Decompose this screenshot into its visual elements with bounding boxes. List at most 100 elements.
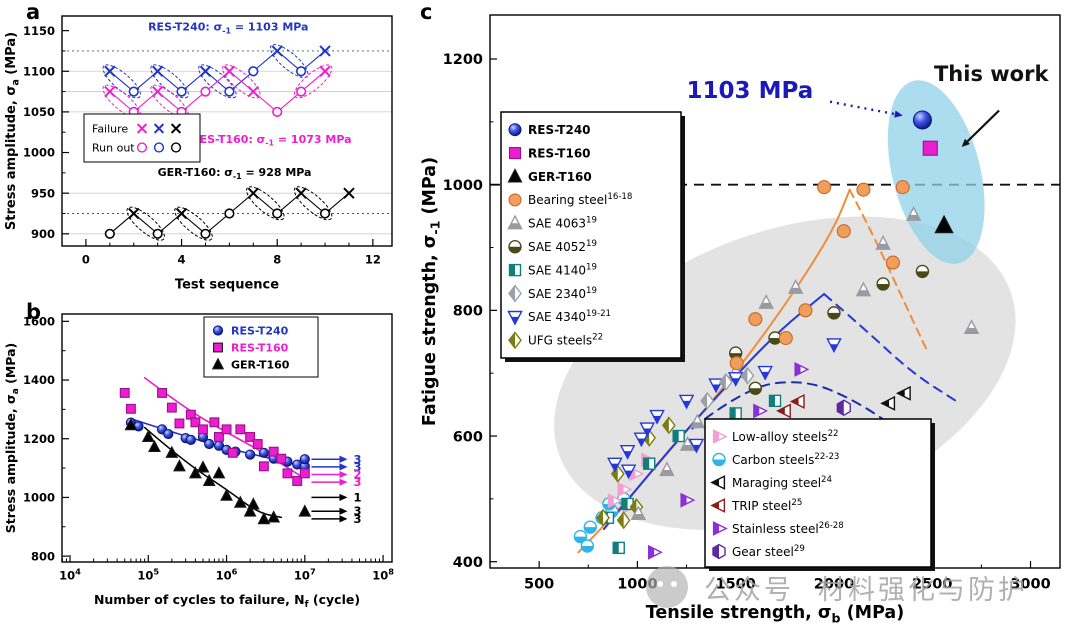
legend-c-main-item-res-t160: RES-T160: [508, 146, 591, 160]
panel-c-chart: 500 1000 1500 2000 2500 300040060080010001200…: [420, 14, 1061, 625]
series-ger-t160: [104, 187, 355, 239]
svg-text:3: 3: [353, 504, 361, 518]
svg-text:Stress amplitude, σa (MPa): Stress amplitude, σa (MPa): [3, 343, 21, 534]
series-sae-4063: [630, 206, 980, 521]
svg-text:Stainless steel26-28: Stainless steel26-28: [732, 521, 844, 536]
watermark-text-2: 材料强化与防护: [818, 574, 1028, 606]
legend-c-main-item-sae-4340-19-21-: SAE 434019-21: [507, 309, 611, 326]
svg-text:RES-T160: RES-T160: [231, 341, 289, 354]
pair-ellipse: [102, 64, 142, 99]
legend-c-main-item-sae-4140-19-: SAE 414019: [508, 262, 597, 277]
svg-text:GER-T160: GER-T160: [231, 358, 290, 371]
panel-a-letter: a: [26, 0, 41, 24]
svg-text:TRIP steel25: TRIP steel25: [731, 498, 802, 513]
legend-c-other-item-carbon-steels-22-23-: Carbon steels22-23: [712, 452, 839, 467]
legend-c-other-item-low-alloy-steels-22-: Low-alloy steels22: [712, 429, 839, 444]
svg-text:3: 3: [353, 460, 361, 474]
panel-a: 0 4 8 12 900 950 1000 1050 1100 1150 Test sequence…: [4, 15, 393, 293]
panel-b-letter: b: [26, 300, 42, 324]
watermark: 公众号 材料强化与防护: [646, 566, 1028, 608]
runout-arrow: 3: [311, 460, 361, 474]
panel-c: 500 1000 1500 2000 2500 300040060080010001200…: [420, 14, 1061, 625]
svg-text:1000: 1000: [23, 491, 55, 505]
legend-c-main: RES-T240 RES-T160 GER-T160 Bearing steel16-…: [500, 111, 685, 362]
legend-c-main-item-bearing-steel-16-18-: Bearing steel16-18: [508, 192, 632, 207]
svg-text:1000: 1000: [443, 178, 483, 194]
pair-ellipse: [293, 186, 333, 221]
legend-c-main-item-res-t240: RES-T240: [508, 123, 591, 137]
svg-text:1600: 1600: [23, 314, 55, 328]
svg-text:RES-T240: RES-T240: [231, 324, 289, 337]
series-bearing-steel: [729, 180, 910, 371]
series-maraging-steel: [880, 385, 911, 411]
runout-arrow: 3: [311, 452, 361, 466]
svg-text:Test sequence: Test sequence: [175, 278, 279, 293]
svg-text:8: 8: [273, 253, 281, 267]
annotation-arrow: [829, 100, 903, 118]
pair-ellipse: [174, 206, 213, 241]
legend-c-main-item-sae-4063-19-: SAE 406319: [507, 214, 597, 231]
pair-ellipse: [246, 186, 285, 221]
svg-text:106: 106: [216, 567, 238, 583]
legend-c-main-item-ger-t160: GER-T160: [507, 168, 592, 184]
annotation-arrow: [961, 109, 1000, 147]
svg-text:1200: 1200: [23, 432, 55, 446]
svg-text:1000: 1000: [23, 146, 55, 160]
svg-text:This work: This work: [934, 62, 1049, 86]
legend-a-item-run-out: Run out: [92, 141, 182, 154]
svg-text:SAE 234019: SAE 234019: [528, 286, 597, 301]
svg-text:12: 12: [365, 253, 381, 267]
series-trip-steel: [776, 394, 805, 419]
legend-b-item-res-t240: RES-T240: [212, 324, 289, 337]
svg-text:RES-T160: σ-1 = 1073 MPa: RES-T160: σ-1 = 1073 MPa: [191, 133, 351, 148]
svg-text:4: 4: [178, 253, 186, 267]
svg-text:Stress amplitude, σa (MPa): Stress amplitude, σa (MPa): [4, 32, 21, 230]
runout-arrow: 3: [311, 504, 361, 518]
svg-text:104: 104: [59, 567, 81, 583]
series-gear-steel: [836, 399, 851, 417]
legend-c-main-item-sae-2340-19-: SAE 234019: [508, 284, 597, 303]
svg-text:GER-T160: σ-1 = 928 MPa: GER-T160: σ-1 = 928 MPa: [158, 166, 312, 181]
svg-text:RES-T240: σ-1 = 1103 MPa: RES-T240: σ-1 = 1103 MPa: [148, 21, 308, 36]
svg-text:2500: 2500: [912, 577, 952, 593]
svg-text:1100: 1100: [23, 64, 55, 78]
svg-text:3: 3: [353, 452, 361, 466]
legend-c-main-item-ufg-steels-22-: UFG steels22: [508, 331, 603, 350]
svg-text:SAE 434019-21: SAE 434019-21: [528, 309, 611, 324]
panel-b: 104 105 106 107 108 800 1000 1200 1400 1600 Number…: [3, 313, 394, 610]
svg-text:400: 400: [453, 555, 483, 571]
panel-a-annotations: RES-T240: σ-1 = 1103 MPa RES-T160: σ-1 = …: [148, 21, 351, 181]
legend-b-item-ger-t160: GER-T160: [211, 357, 290, 371]
legend-b-item-res-t160: RES-T160: [213, 341, 289, 354]
series-sae-2340: [700, 366, 755, 410]
legend-c-other-item-maraging-steel-24-: Maraging steel24: [710, 475, 832, 490]
svg-text:Number of cycles to failure, N: Number of cycles to failure, Nf (cycle): [94, 592, 360, 610]
legend-c-other-item-trip-steel-25-: TRIP steel25: [710, 498, 802, 513]
series-ger-t160: [124, 418, 312, 525]
svg-text:0: 0: [82, 253, 90, 267]
panel-b-axes: 104 105 106 107 108 800 1000 1200 1400 1600 Number…: [3, 313, 394, 610]
series-res-t240: [912, 110, 932, 130]
svg-text:Gear steel29: Gear steel29: [732, 544, 805, 559]
panel-c-annotations: 1103 MPa This work: [687, 62, 1050, 104]
svg-text:Fatigue strength, σ-1 (MPa): Fatigue strength, σ-1 (MPa): [420, 157, 442, 426]
svg-text:1050: 1050: [23, 105, 55, 119]
svg-text:SAE 414019: SAE 414019: [528, 262, 597, 277]
pair-ellipse: [222, 64, 261, 99]
legend-a: Failure Run out: [83, 113, 201, 163]
svg-text:3: 3: [353, 475, 361, 489]
svg-text:Run out: Run out: [92, 141, 135, 154]
svg-text:RES-T160: RES-T160: [528, 146, 591, 160]
series-res-t160: [922, 140, 938, 156]
svg-text:1200: 1200: [443, 52, 483, 68]
svg-text:800: 800: [31, 549, 55, 563]
pair-ellipse: [126, 206, 165, 241]
svg-text:2000: 2000: [814, 577, 854, 593]
series-stainless-steel: [648, 361, 810, 560]
svg-text:Tensile strength, σb (MPa): Tensile strength, σb (MPa): [646, 603, 904, 625]
series-res-t160: [104, 65, 331, 118]
watermark-text-1: 公众号: [704, 574, 794, 606]
trend-curve: [143, 426, 283, 519]
panel-a-chart: 0 4 8 12 900 950 1000 1050 1100 1150 Test sequence…: [4, 15, 393, 293]
svg-text:RES-T240: RES-T240: [528, 123, 591, 137]
